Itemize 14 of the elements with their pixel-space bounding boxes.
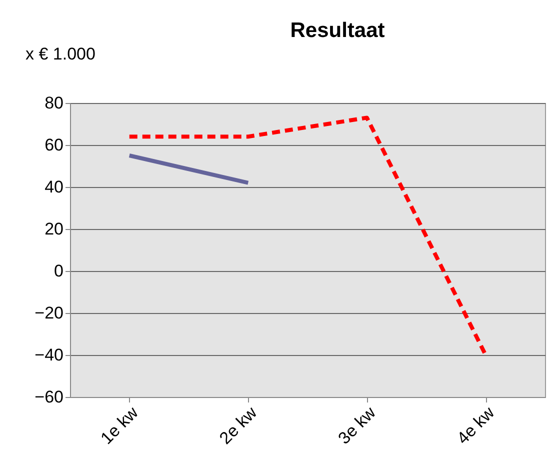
x-tick-label: 4e kw bbox=[453, 402, 499, 448]
y-tick-label: −60 bbox=[34, 388, 64, 406]
y-tick-label: 20 bbox=[44, 220, 64, 238]
x-tick-label: 2e kw bbox=[216, 402, 262, 448]
y-tick-label: 60 bbox=[44, 136, 64, 154]
y-axis-title: x € 1.000 bbox=[26, 44, 96, 64]
x-tick-label: 3e kw bbox=[334, 402, 380, 448]
y-tick-label: 80 bbox=[44, 94, 64, 112]
y-tick-label: −40 bbox=[34, 346, 64, 364]
y-tick-label: 40 bbox=[44, 178, 64, 196]
y-tick-label: 0 bbox=[54, 262, 64, 280]
x-tick-label: 1e kw bbox=[97, 402, 142, 448]
y-tick-label: −20 bbox=[34, 304, 64, 322]
chart-title: Resultaat bbox=[290, 19, 385, 42]
